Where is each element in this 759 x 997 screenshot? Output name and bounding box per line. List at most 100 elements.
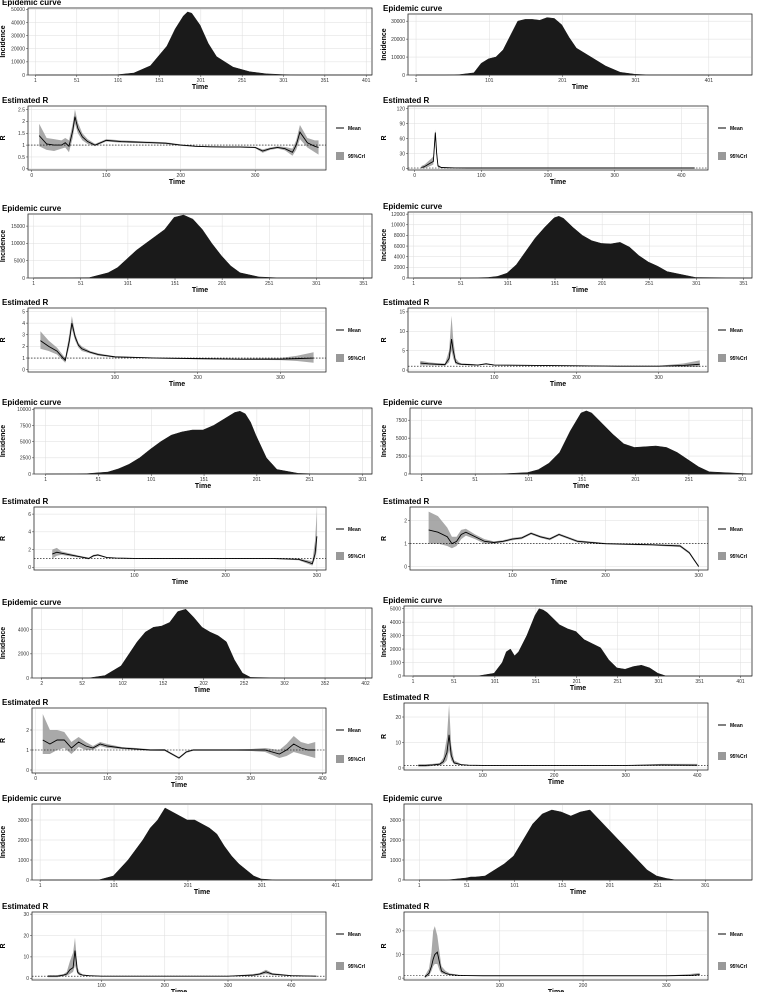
plot-border	[27, 213, 373, 279]
x-tick-label: 400	[677, 173, 686, 179]
y-tick-label: 6	[28, 512, 31, 518]
y-tick-label: 7500	[20, 423, 31, 429]
x-tick-label: 251	[614, 679, 623, 685]
legend-cri-swatch	[336, 755, 344, 763]
y-tick-label: 12000	[391, 212, 405, 218]
legend-mean-label: Mean	[730, 126, 743, 132]
x-axis-label: Time	[194, 687, 210, 694]
x-tick-label: 301	[692, 281, 701, 287]
legend-mean-label: Mean	[348, 932, 361, 938]
y-tick-label: 10	[23, 955, 29, 961]
plot-border	[409, 407, 753, 475]
y-tick-label: 20	[23, 933, 29, 939]
x-tick-label: 201	[573, 679, 582, 685]
incidence-area	[33, 214, 373, 279]
panel-title: Estimated R	[383, 693, 429, 702]
x-tick-label: 352	[321, 681, 330, 687]
y-tick-label: 20	[395, 715, 401, 721]
x-tick-label: 1	[412, 679, 415, 685]
row5-left-epi: Epidemic curve 1 101 201 301 401 0 1000 2000 3000…	[0, 794, 373, 896]
y-tick-label: 3000	[18, 818, 29, 824]
plot-area	[31, 911, 327, 981]
y-tick-label: 0	[26, 676, 29, 682]
y-tick-label: 10	[395, 740, 401, 746]
x-tick-label: 51	[458, 281, 464, 287]
y-axis-label: Incidence	[0, 425, 7, 457]
y-tick-label: 0	[404, 564, 407, 570]
y-tick-label: 0	[22, 73, 25, 79]
x-axis-label: Time	[169, 381, 185, 388]
x-tick-label: 301	[312, 281, 321, 287]
plot-border	[31, 911, 327, 981]
row3-left-r: Estimated R Mean 95%CrI 100 200 300 0 2 4 6 Time R	[0, 497, 366, 586]
y-axis-label: R	[381, 734, 388, 739]
x-tick-label: 302	[280, 681, 289, 687]
y-tick-label: 15000	[11, 224, 25, 230]
y-tick-label: 4000	[18, 628, 29, 634]
mean-r-line	[421, 132, 695, 169]
legend-cri-label: 95%CrI	[730, 754, 748, 760]
x-tick-label: 300	[224, 983, 233, 989]
y-axis-label: Incidence	[381, 425, 388, 457]
y-tick-label: 10000	[11, 60, 25, 66]
credible-interval-ribbon	[418, 704, 698, 767]
x-axis-label: Time	[195, 483, 211, 490]
y-tick-label: 4	[22, 321, 25, 327]
panel-title: Estimated R	[2, 497, 48, 506]
x-tick-label: 102	[118, 681, 127, 687]
y-axis-label: Incidence	[381, 28, 388, 60]
y-axis-label: Incidence	[0, 627, 7, 659]
x-tick-label: 2	[40, 681, 43, 687]
y-tick-label: 0	[26, 878, 29, 884]
incidence-area	[413, 608, 752, 677]
x-tick-label: 100	[97, 983, 106, 989]
x-tick-label: 100	[508, 573, 517, 579]
x-tick-label: 101	[491, 679, 500, 685]
mean-r-line	[428, 529, 700, 567]
x-tick-label: 1	[44, 477, 47, 483]
y-tick-label: 1000	[18, 858, 29, 864]
x-tick-label: 200	[177, 173, 186, 179]
mean-r-line	[418, 734, 698, 766]
x-tick-label: 201	[253, 477, 262, 483]
x-tick-label: 1	[420, 477, 423, 483]
panel-title: Estimated R	[2, 698, 48, 707]
y-tick-label: 30000	[391, 19, 405, 25]
panel-title: Epidemic curve	[383, 398, 443, 407]
x-tick-label: 1	[32, 281, 35, 287]
incidence-area	[421, 410, 753, 475]
y-tick-label: 2	[22, 119, 25, 125]
x-tick-label: 402	[361, 681, 370, 687]
y-tick-label: 10	[395, 952, 401, 958]
y-tick-label: 0	[26, 976, 29, 982]
legend-mean-label: Mean	[730, 932, 743, 938]
y-tick-label: 0	[22, 167, 25, 173]
y-tick-label: 3000	[390, 818, 401, 824]
plot-border	[31, 607, 373, 679]
x-tick-label: 51	[74, 78, 80, 84]
y-axis-label: Incidence	[0, 826, 7, 858]
legend-cri-swatch	[336, 354, 344, 362]
y-tick-label: 3000	[390, 633, 401, 639]
x-tick-label: 151	[578, 477, 587, 483]
plot-border	[27, 105, 327, 171]
y-tick-label: 0	[402, 276, 405, 282]
x-tick-label: 101	[524, 477, 533, 483]
plot-area	[407, 105, 709, 171]
x-tick-label: 300	[313, 573, 322, 579]
x-axis-label: Time	[172, 579, 188, 586]
x-tick-label: 401	[736, 679, 745, 685]
y-tick-label: 4000	[394, 255, 405, 261]
y-tick-label: 20	[395, 929, 401, 935]
y-tick-label: 10	[399, 329, 405, 335]
x-tick-label: 51	[96, 477, 102, 483]
y-tick-label: 10000	[17, 407, 31, 413]
panel-title: Estimated R	[2, 96, 48, 105]
x-tick-label: 100	[102, 173, 111, 179]
legend-cri-swatch	[336, 552, 344, 560]
legend-mean-label: Mean	[730, 527, 743, 533]
y-tick-label: 40000	[11, 20, 25, 26]
legend-cri-label: 95%CrI	[730, 154, 748, 160]
